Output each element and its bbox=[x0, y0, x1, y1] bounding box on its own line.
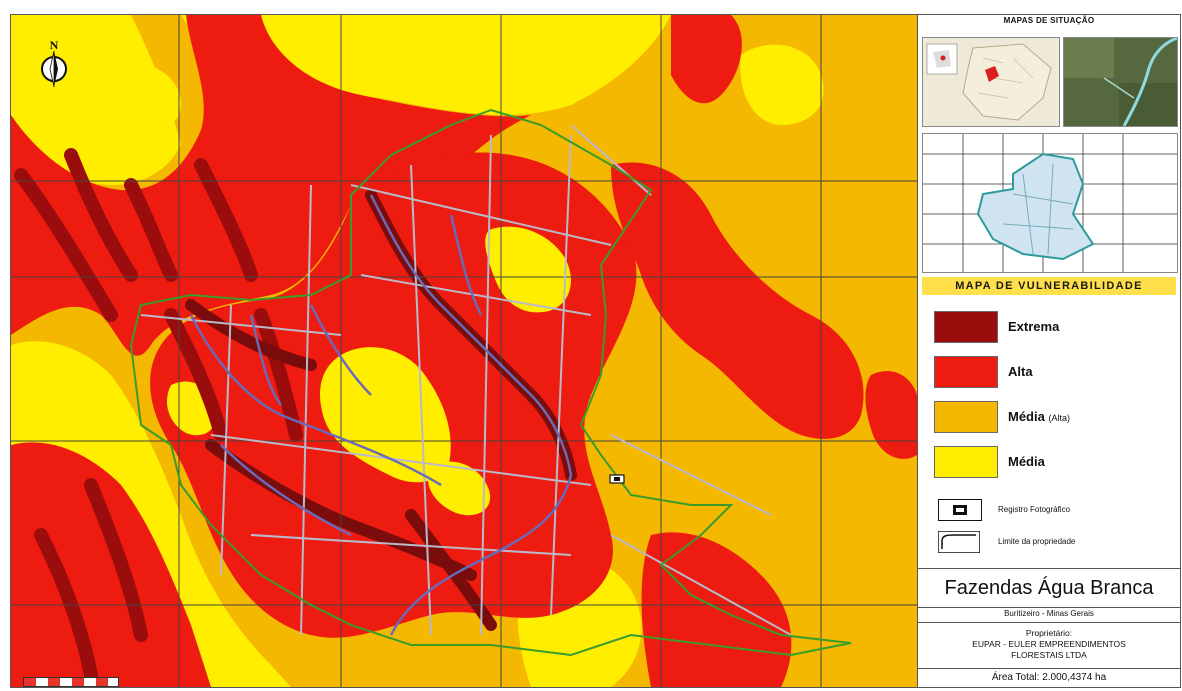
legend-swatch-media-alta bbox=[934, 401, 998, 433]
property-title: Fazendas Água Branca bbox=[918, 568, 1180, 608]
north-letter: N bbox=[50, 38, 59, 52]
legend-swatch-extrema bbox=[934, 311, 998, 343]
camera-marker-icon bbox=[938, 499, 982, 521]
property-grid-locator-map bbox=[922, 133, 1178, 273]
owner-line-1: EUPAR - EULER EMPREENDIMENTOS bbox=[972, 639, 1126, 649]
legend-title: MAPA DE VULNERABILIDADE bbox=[922, 277, 1176, 295]
location-text: Buritizeiro - Minas Gerais bbox=[918, 606, 1180, 623]
owner-label: Proprietário: bbox=[1025, 628, 1073, 638]
map-canvas bbox=[11, 15, 917, 687]
legend-label-media-alta-text: Média bbox=[1008, 409, 1045, 424]
legend-label-media-alta: Média (Alta) bbox=[1008, 409, 1070, 424]
roads bbox=[140, 124, 792, 636]
property-boundary-icon bbox=[937, 530, 981, 554]
owner-line-2: FLORESTAIS LTDA bbox=[1011, 650, 1087, 660]
map-legend-panel: MAPAS DE SITUAÇÃO bbox=[917, 14, 1181, 688]
total-area: Área Total: 2.000,4374 ha bbox=[991, 672, 1107, 683]
satellite-locator-map bbox=[1063, 37, 1178, 127]
legend-symbol-boundary-label: Limite da propriedade bbox=[998, 537, 1076, 546]
legend-label-media-alta-note: (Alta) bbox=[1048, 413, 1070, 423]
property-boundary bbox=[129, 108, 852, 657]
legend-label-media: Média bbox=[1008, 454, 1045, 469]
legend-label-alta: Alta bbox=[1008, 364, 1033, 379]
legend-symbol-photo-label: Registro Fotográfico bbox=[998, 505, 1071, 514]
legend-swatch-media bbox=[934, 446, 998, 478]
map-grid bbox=[11, 15, 917, 687]
owner-block: Proprietário: EUPAR - EULER EMPREENDIMEN… bbox=[918, 622, 1180, 669]
north-arrow-icon: N bbox=[37, 37, 71, 101]
streams bbox=[189, 194, 573, 636]
legend-label-extrema: Extrema bbox=[1008, 319, 1060, 334]
scale-bar bbox=[23, 677, 119, 687]
zones-extrema bbox=[14, 148, 303, 682]
situation-maps-title: MAPAS DE SITUAÇÃO bbox=[1003, 16, 1095, 25]
photo-record-marker-icon[interactable] bbox=[609, 474, 625, 484]
vulnerability-map[interactable]: N bbox=[10, 14, 918, 688]
legend-swatch-alta bbox=[934, 356, 998, 388]
state-locator-map bbox=[922, 37, 1060, 127]
